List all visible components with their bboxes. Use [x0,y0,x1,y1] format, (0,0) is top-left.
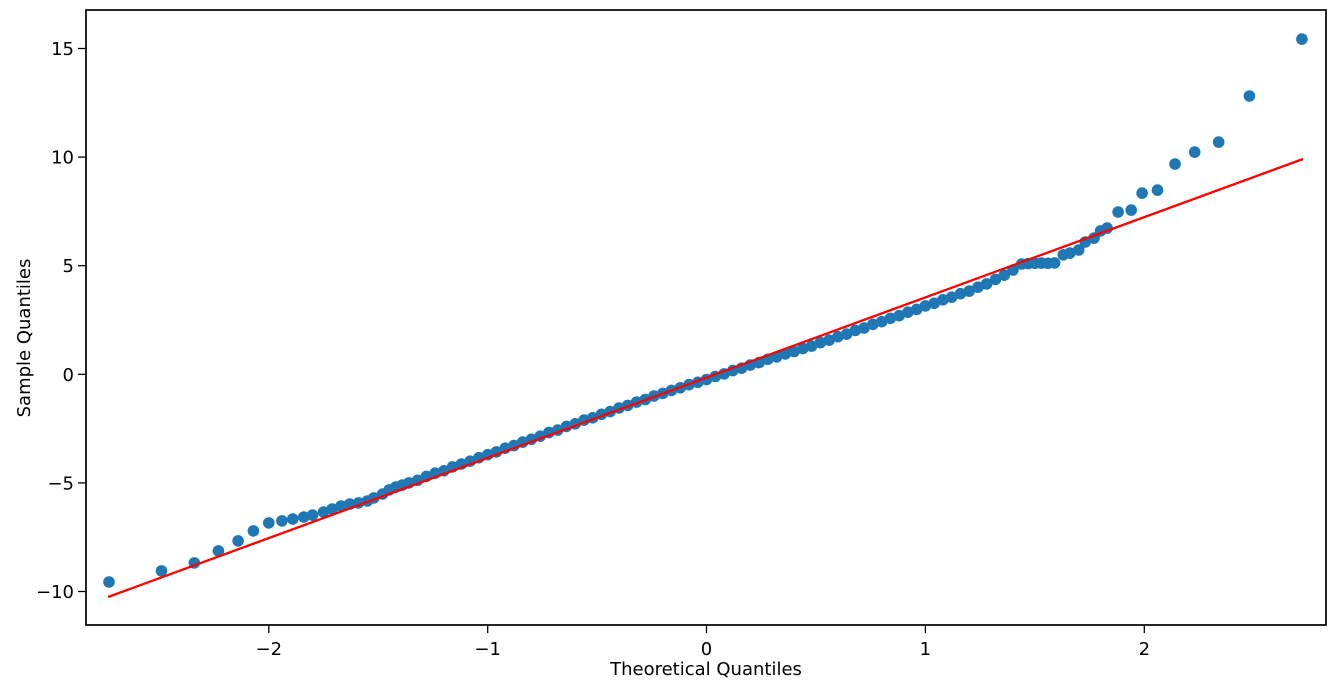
fit-line-layer [107,157,1304,599]
data-point [867,318,879,331]
data-point [276,515,288,527]
data-point [849,324,862,337]
fit-line [107,157,1304,599]
data-point [832,330,844,343]
data-point [335,500,347,512]
data-point [1072,244,1085,256]
data-point [212,545,225,557]
data-point [1112,206,1124,218]
y-axis-label: Sample Quantiles [14,259,35,418]
data-point [823,334,835,347]
data-point [232,535,244,547]
y-tick-label: −5 [47,473,74,494]
data-point [797,342,809,355]
data-point [1169,158,1181,170]
x-tick-label: −2 [256,639,283,660]
data-point [989,273,1002,286]
data-point [1136,187,1148,199]
data-point [998,269,1010,282]
data-point [247,525,260,537]
plot-border [85,9,1327,626]
data-point [263,517,275,529]
data-point [814,336,827,349]
data-point [919,300,932,312]
data-point [103,576,115,588]
data-point [1151,184,1164,196]
data-point [945,291,958,304]
data-point [840,328,853,340]
data-point [858,322,870,334]
data-point [928,297,940,310]
data-point [980,278,993,290]
x-tick-label: 2 [1139,639,1150,660]
x-tick-label: 0 [701,639,712,660]
data-point [1125,204,1137,216]
data-point [317,506,330,518]
x-tick-label: 1 [920,639,931,660]
data-point [298,511,310,523]
data-point [155,565,168,577]
data-point [805,340,818,352]
x-tick-label: −1 [474,639,501,660]
data-point [902,306,914,319]
data-point [937,294,949,306]
data-point [963,285,975,297]
y-tick-label: 0 [63,365,74,386]
plot-area [86,10,1326,625]
data-point [1188,146,1201,158]
data-point [893,309,905,322]
data-point [788,345,800,358]
data-point [954,287,967,300]
data-point [287,513,299,525]
y-tick-label: −10 [36,582,74,603]
scatter-points-layer [103,33,1308,588]
data-point [1243,90,1256,102]
y-tick-label: 10 [51,148,74,169]
data-point [1212,136,1225,148]
data-point [884,312,897,325]
data-point [306,509,319,521]
x-axis-label: Theoretical Quantiles [609,659,802,680]
y-tick-label: 5 [63,256,74,277]
data-point [1048,257,1061,269]
data-point [326,503,339,515]
y-tick-label: 15 [51,39,74,60]
data-point [1296,33,1308,45]
data-point [1064,247,1076,259]
data-point [875,315,888,328]
data-point [972,281,984,294]
data-point [910,303,923,316]
